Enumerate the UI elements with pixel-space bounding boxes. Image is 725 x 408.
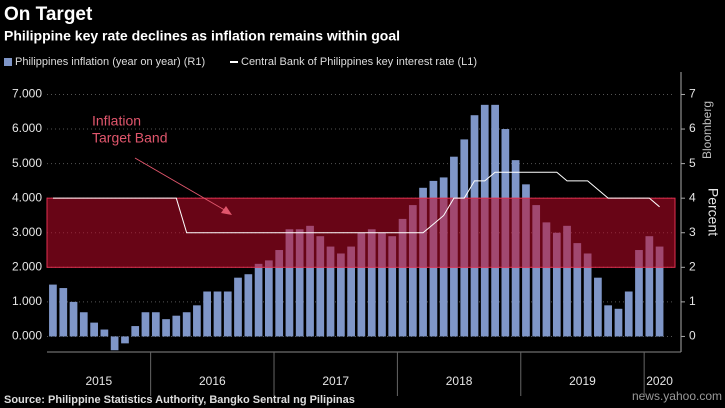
bar: [604, 305, 612, 337]
bar: [131, 326, 140, 337]
bar: [162, 319, 170, 337]
x-tick-label: 2019: [569, 374, 596, 388]
bar: [542, 222, 551, 337]
y-tick-label: 1.000: [12, 294, 42, 308]
y2-tick-label: 7: [689, 87, 696, 101]
bar: [326, 246, 335, 337]
source: Source: Philippine Statistics Authority,…: [4, 394, 355, 406]
bar: [583, 253, 592, 337]
y-tick-label: 4.000: [12, 190, 42, 204]
y2-tick-label: 1: [689, 294, 696, 308]
bar: [90, 322, 98, 337]
x-tick-label: 2016: [199, 374, 226, 388]
bar: [121, 336, 129, 344]
bar: [182, 312, 191, 337]
bar: [223, 291, 232, 337]
y-tick-label: 0.000: [12, 329, 42, 343]
bar: [79, 312, 88, 337]
bar: [49, 284, 57, 337]
bar: [594, 277, 602, 337]
bar: [172, 315, 181, 337]
bar: [213, 291, 222, 337]
bar: [367, 229, 376, 337]
legend-label: Philippines inflation (year on year) (R1…: [15, 56, 205, 68]
bar: [614, 308, 623, 337]
bar: [306, 225, 314, 337]
y-tick-label: 6.000: [12, 121, 42, 135]
bar: [193, 305, 201, 337]
y2-tick-label: 3: [689, 225, 696, 239]
y2-tick-label: 6: [689, 121, 696, 135]
bar: [337, 253, 345, 337]
bar: [151, 312, 160, 337]
arrow-head: [221, 206, 232, 215]
bar: [316, 236, 325, 337]
legend-label: Central Bank of Philippines key interest…: [241, 56, 477, 68]
bar: [408, 205, 417, 337]
x-tick-label: 2015: [85, 374, 112, 388]
line: [52, 171, 660, 234]
x-tick-label: 2017: [322, 374, 349, 388]
bar: [254, 263, 263, 337]
bar: [532, 205, 541, 337]
bar: [655, 246, 664, 337]
bar: [347, 246, 355, 337]
y-tick-label: 2.000: [12, 259, 42, 273]
bar: [244, 274, 253, 337]
bar: [378, 232, 386, 337]
bar: [59, 288, 68, 337]
bar: [624, 291, 633, 337]
x-tick-label: 2018: [446, 374, 473, 388]
bar: [295, 229, 304, 337]
x-tick-label: 2020: [646, 374, 673, 388]
bar: [203, 291, 212, 337]
bar: [275, 250, 284, 337]
bar: [100, 329, 109, 337]
watermark: Bloomberg: [700, 101, 714, 159]
y2-tick-label: 0: [689, 329, 696, 343]
annotation-arrow: [134, 157, 229, 213]
y2-tick-label: 2: [689, 259, 696, 273]
bar: [645, 236, 654, 337]
annotation: Inflation: [92, 113, 141, 129]
bar: [234, 277, 242, 337]
bar: [552, 232, 561, 337]
annotation: Target Band: [92, 130, 168, 146]
bar: [264, 260, 273, 337]
legend-swatch: [4, 58, 12, 66]
bar: [110, 336, 119, 351]
y2-tick-label: 4: [689, 190, 696, 204]
y2-tick-label: 5: [689, 156, 696, 170]
chart-subtitle: Philippine key rate declines as inflatio…: [4, 28, 400, 44]
bar: [388, 236, 397, 337]
bar: [141, 312, 150, 337]
bar: [398, 218, 407, 337]
bar: [573, 243, 582, 337]
bar: [285, 229, 294, 337]
site-watermark: news.yahoo.com: [632, 389, 722, 403]
y-tick-label: 7.000: [12, 87, 42, 101]
bar: [69, 301, 78, 337]
chart-title: On Target: [4, 4, 93, 25]
bar: [563, 225, 571, 337]
y-tick-label: 3.000: [12, 225, 42, 239]
bar: [357, 232, 366, 337]
bar: [635, 250, 643, 337]
y-tick-label: 5.000: [12, 156, 42, 170]
plot-area: 0.000 1.000 2.000 3.000 4.000 5.000 6.000 7.000…: [12, 72, 696, 396]
y2-axis-title: Percent: [705, 188, 721, 236]
